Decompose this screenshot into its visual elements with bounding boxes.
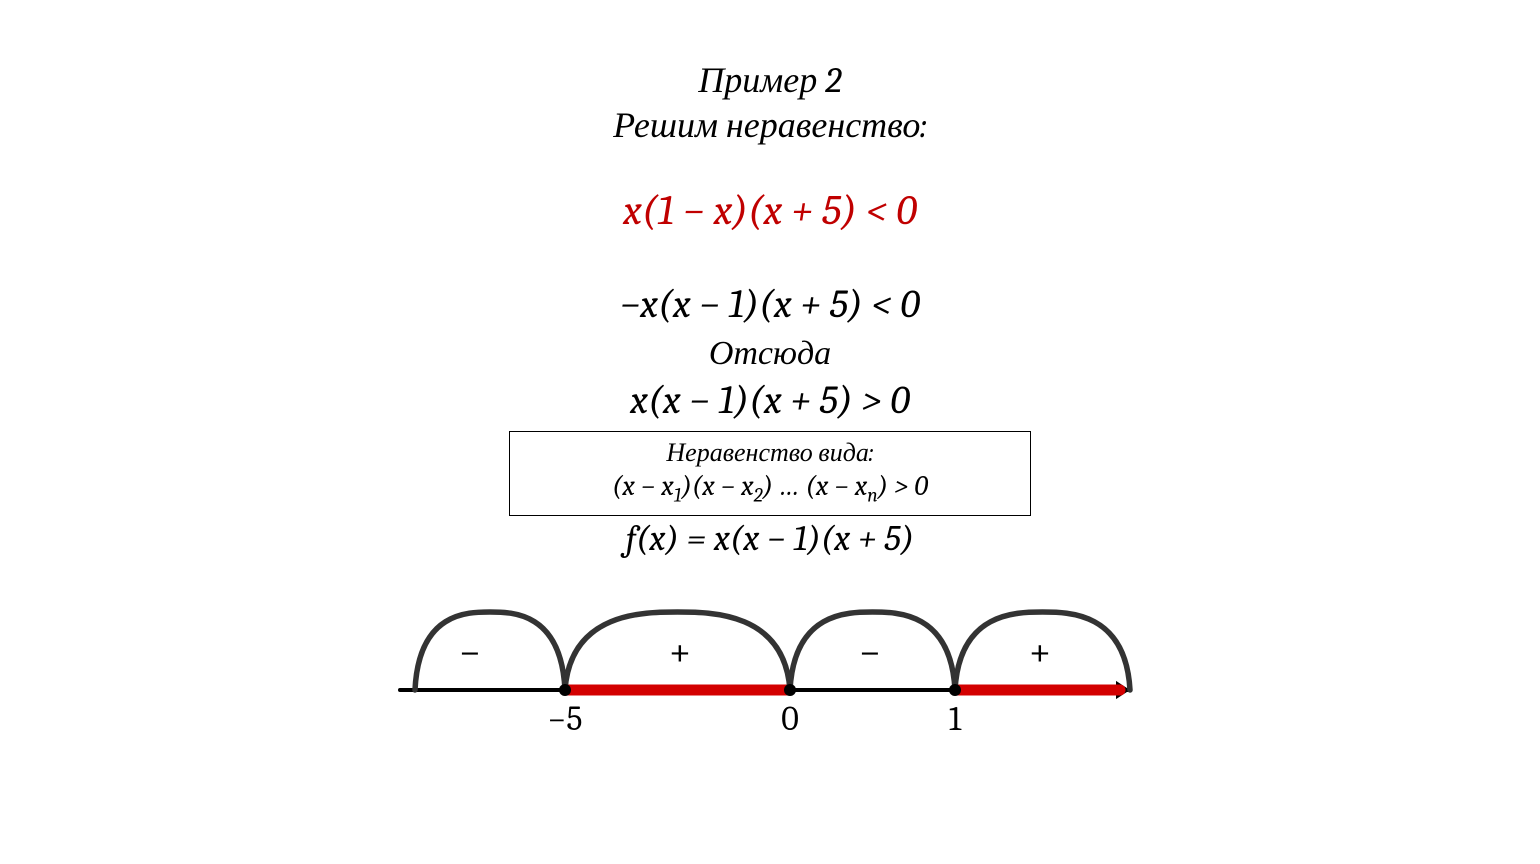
number-line-svg: − + − + −5 0 1 (390, 580, 1150, 780)
svg-text:−: − (859, 629, 881, 675)
title-line-2: Решим неравенство: (390, 103, 1150, 148)
general-form-box: Неравенство вида: (x − x1)(x − x2) … (x … (509, 431, 1031, 516)
box-title: Неравенство вида: (510, 438, 1030, 468)
svg-text:+: + (669, 629, 691, 675)
svg-text:1: 1 (949, 699, 962, 739)
box-eq-part4: ) > 0 (878, 470, 928, 502)
number-line-diagram: − + − + −5 0 1 (390, 580, 1150, 780)
box-eq-sub2: 2 (754, 484, 763, 507)
box-equation: (x − x1)(x − x2) … (x − xn) > 0 (510, 470, 1030, 507)
title-line-1: Пример 2 (390, 58, 1150, 103)
equation-step-1: −x(x − 1)(x + 5) < 0 (390, 281, 1150, 327)
box-eq-part1: (x − x (612, 470, 674, 502)
equation-step-2: x(x − 1)(x + 5) > 0 (390, 377, 1150, 423)
svg-text:0: 0 (781, 699, 799, 739)
svg-text:+: + (1029, 629, 1051, 675)
svg-text:−: − (459, 629, 481, 675)
hence-label: Отсюда (390, 333, 1150, 373)
equation-original: x(1 − x)(x + 5) < 0 (390, 186, 1150, 235)
box-eq-part3: ) … (x − x (763, 470, 868, 502)
content-column: Пример 2 Решим неравенство: x(1 − x)(x +… (390, 58, 1150, 559)
box-eq-sub3: n (867, 484, 877, 507)
page-root: Пример 2 Решим неравенство: x(1 − x)(x +… (0, 0, 1540, 864)
svg-text:−5: −5 (548, 699, 583, 739)
equation-function: f(x) = x(x − 1)(x + 5) (390, 518, 1150, 559)
box-eq-part2: )(x − x (681, 470, 753, 502)
